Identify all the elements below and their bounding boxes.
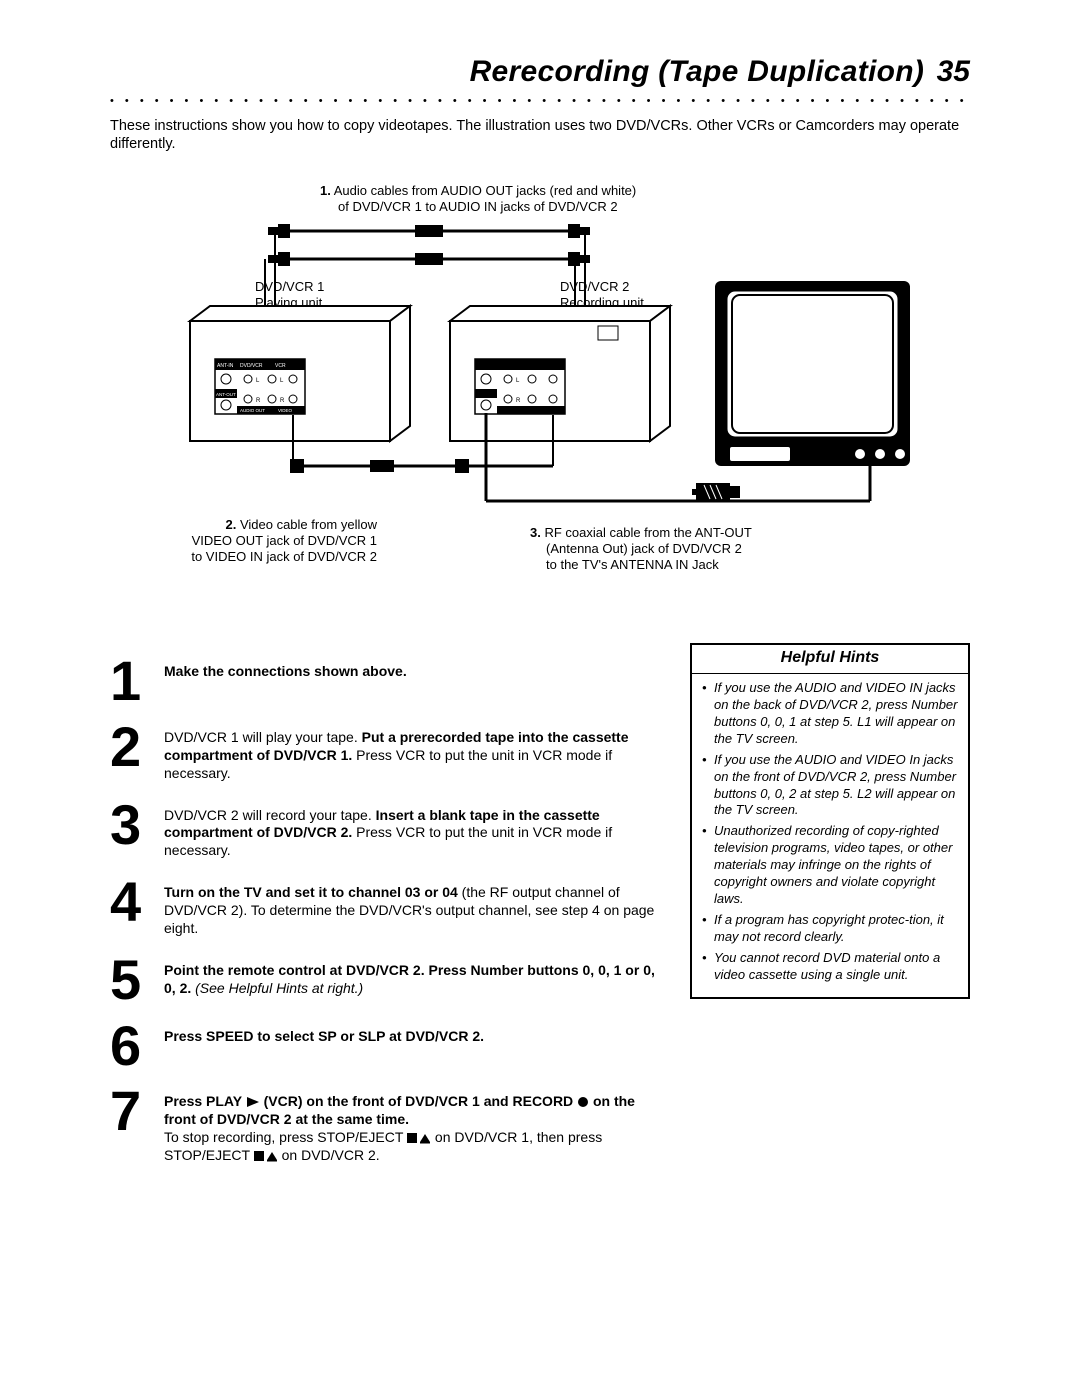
step-text: DVD/VCR 2 will record your tape. xyxy=(164,807,376,823)
helpful-hints-box: Helpful Hints If you use the AUDIO and V… xyxy=(690,643,970,999)
svg-text:to VIDEO IN jack of DVD/VCR 2: to VIDEO IN jack of DVD/VCR 2 xyxy=(191,549,377,564)
step-text: Press SPEED to select SP or SLP at DVD/V… xyxy=(164,1028,484,1044)
step-number: 3 xyxy=(110,801,164,849)
step-number: 1 xyxy=(110,657,164,705)
step-4: 4 Turn on the TV and set it to channel 0… xyxy=(110,878,660,938)
dotted-divider: • • • • • • • • • • • • • • • • • • • • … xyxy=(110,95,970,107)
step-6: 6 Press SPEED to select SP or SLP at DVD… xyxy=(110,1022,660,1070)
step-text: Turn on the TV and set it to channel 03 … xyxy=(164,884,458,900)
stop-eject-icon xyxy=(407,1132,431,1144)
svg-text:DVD/VCR: DVD/VCR xyxy=(240,363,263,369)
step-5: 5 Point the remote control at DVD/VCR 2.… xyxy=(110,956,660,1004)
hints-title: Helpful Hints xyxy=(692,645,968,674)
step-text: (VCR) on the front of DVD/VCR 1 and RECO… xyxy=(260,1093,577,1109)
svg-text:to the TV's ANTENNA IN Jack: to the TV's ANTENNA IN Jack xyxy=(546,557,719,572)
svg-text:VIDEO: VIDEO xyxy=(278,408,293,413)
step-text: Make the connections shown above. xyxy=(164,663,407,679)
dvdvcr2-rear: L R xyxy=(450,306,670,441)
svg-text:3. RF coaxial cable from the A: 3. RF coaxial cable from the ANT-OUT xyxy=(530,525,752,540)
hint-item: If you use the AUDIO and VIDEO In jacks … xyxy=(702,752,958,820)
step-text: (See Helpful Hints at right.) xyxy=(191,980,363,996)
step-text: Press PLAY xyxy=(164,1093,246,1109)
svg-text:DVD/VCR 1: DVD/VCR 1 xyxy=(255,279,324,294)
hint-item: You cannot record DVD material onto a vi… xyxy=(702,950,958,984)
svg-text:(Antenna Out) jack of DVD/VCR: (Antenna Out) jack of DVD/VCR 2 xyxy=(546,541,742,556)
step-7: 7 Press PLAY (VCR) on the front of DVD/V… xyxy=(110,1087,660,1165)
step-text: on DVD/VCR 2. xyxy=(278,1147,380,1163)
page-title-row: Rerecording (Tape Duplication) 35 xyxy=(110,55,970,89)
stop-eject-icon xyxy=(254,1150,278,1162)
step-text: To stop recording, press STOP/EJECT xyxy=(164,1129,407,1145)
svg-text:VCR: VCR xyxy=(275,363,286,369)
tv xyxy=(715,281,910,466)
svg-text:R: R xyxy=(280,398,285,404)
step-number: 7 xyxy=(110,1087,164,1135)
page-title: Rerecording (Tape Duplication) xyxy=(470,55,925,88)
svg-text:AUDIO OUT: AUDIO OUT xyxy=(240,408,265,413)
steps-list: 1 Make the connections shown above. 2 DV… xyxy=(110,657,660,1165)
step-1: 1 Make the connections shown above. xyxy=(110,657,660,705)
play-icon xyxy=(246,1096,260,1108)
svg-text:R: R xyxy=(256,398,261,404)
diagram-svg: 1. Audio cables from AUDIO OUT jacks (re… xyxy=(160,181,920,621)
svg-text:VIDEO OUT jack of DVD/VCR 1: VIDEO OUT jack of DVD/VCR 1 xyxy=(192,533,377,548)
svg-text:DVD/VCR 2: DVD/VCR 2 xyxy=(560,279,629,294)
step-number: 4 xyxy=(110,878,164,926)
svg-text:of DVD/VCR 1 to AUDIO IN jacks: of DVD/VCR 1 to AUDIO IN jacks of DVD/VC… xyxy=(338,199,618,214)
hint-item: Unauthorized recording of copy-righted t… xyxy=(702,823,958,907)
hint-item: If a program has copyright protec-tion, … xyxy=(702,912,958,946)
svg-text:2. Video cable from yellow: 2. Video cable from yellow xyxy=(225,517,377,532)
hints-list: If you use the AUDIO and VIDEO IN jacks … xyxy=(692,674,968,997)
record-icon xyxy=(577,1096,589,1108)
intro-text: These instructions show you how to copy … xyxy=(110,117,970,153)
svg-text:1. Audio cables from AUDIO OUT: 1. Audio cables from AUDIO OUT jacks (re… xyxy=(320,183,636,198)
step-3: 3 DVD/VCR 2 will record your tape. Inser… xyxy=(110,801,660,861)
dvdvcr1-rear: ANT-IN DVD/VCR VCR L L ANT-OUT R R AUDIO… xyxy=(190,306,410,441)
svg-text:ANT-OUT: ANT-OUT xyxy=(216,392,236,397)
svg-text:R: R xyxy=(516,398,521,404)
hint-item: If you use the AUDIO and VIDEO IN jacks … xyxy=(702,680,958,748)
step-number: 2 xyxy=(110,723,164,771)
step-number: 6 xyxy=(110,1022,164,1070)
connection-diagram: 1. Audio cables from AUDIO OUT jacks (re… xyxy=(160,181,920,621)
svg-text:ANT-IN: ANT-IN xyxy=(217,363,234,369)
step-text: DVD/VCR 1 will play your tape. xyxy=(164,729,362,745)
page-number: 35 xyxy=(937,55,970,88)
step-number: 5 xyxy=(110,956,164,1004)
step-2: 2 DVD/VCR 1 will play your tape. Put a p… xyxy=(110,723,660,783)
